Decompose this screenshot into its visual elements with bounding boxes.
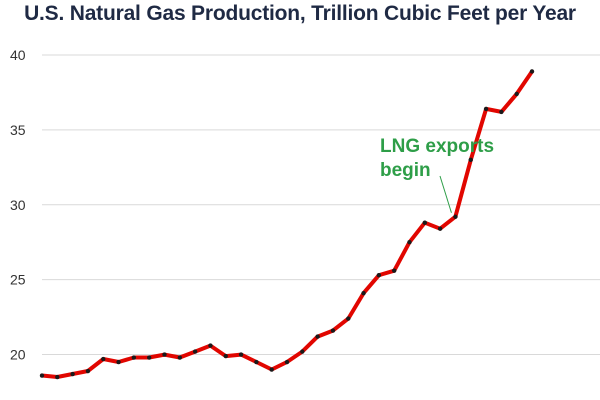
data-point-24 — [407, 240, 412, 245]
chart-title: U.S. Natural Gas Production, Trillion Cu… — [24, 2, 576, 25]
series-layer — [39, 69, 535, 380]
data-point-5 — [116, 359, 121, 365]
data-point-27 — [453, 214, 458, 219]
data-point-28 — [468, 157, 473, 163]
data-point-7 — [146, 355, 152, 360]
data-point-2 — [70, 371, 75, 377]
data-point-4 — [101, 356, 106, 362]
y-tick-label-30: 30 — [10, 197, 26, 213]
data-point-11 — [208, 343, 213, 348]
data-point-0 — [39, 373, 45, 378]
data-point-32 — [529, 69, 535, 74]
data-point-8 — [162, 352, 167, 357]
series-line-0 — [40, 69, 534, 379]
data-point-20 — [346, 316, 351, 321]
y-tick-label-40: 40 — [10, 47, 26, 63]
y-tick-label-20: 20 — [10, 347, 26, 363]
data-point-3 — [85, 368, 91, 374]
y-axis-tick-labels: 20 25 30 35 40 — [10, 47, 26, 363]
data-point-9 — [177, 355, 183, 360]
annotation-pointer-line-0 — [439, 175, 452, 213]
data-point-19 — [330, 328, 336, 333]
data-point-16 — [284, 359, 290, 365]
annotation-text-line-1: begin — [380, 160, 431, 181]
data-point-29 — [483, 106, 489, 112]
annotation-text-line-0: LNG exports — [380, 136, 494, 157]
data-point-30 — [499, 109, 504, 115]
data-point-12 — [223, 353, 228, 359]
data-point-23 — [391, 268, 397, 273]
data-point-13 — [238, 352, 244, 357]
gridlines — [42, 54, 600, 356]
data-point-31 — [514, 91, 519, 97]
data-point-22 — [376, 272, 382, 278]
data-point-14 — [254, 359, 259, 365]
data-point-21 — [361, 290, 366, 296]
data-point-18 — [315, 334, 320, 339]
data-point-26 — [437, 226, 443, 231]
data-point-17 — [300, 349, 305, 354]
data-point-25 — [422, 220, 428, 225]
data-point-6 — [131, 355, 137, 360]
annotation: LNG exports begin — [380, 136, 494, 213]
data-point-1 — [55, 374, 60, 380]
y-tick-label-35: 35 — [10, 122, 26, 138]
y-tick-label-25: 25 — [10, 272, 26, 288]
data-point-15 — [269, 367, 274, 372]
data-point-10 — [192, 349, 198, 354]
